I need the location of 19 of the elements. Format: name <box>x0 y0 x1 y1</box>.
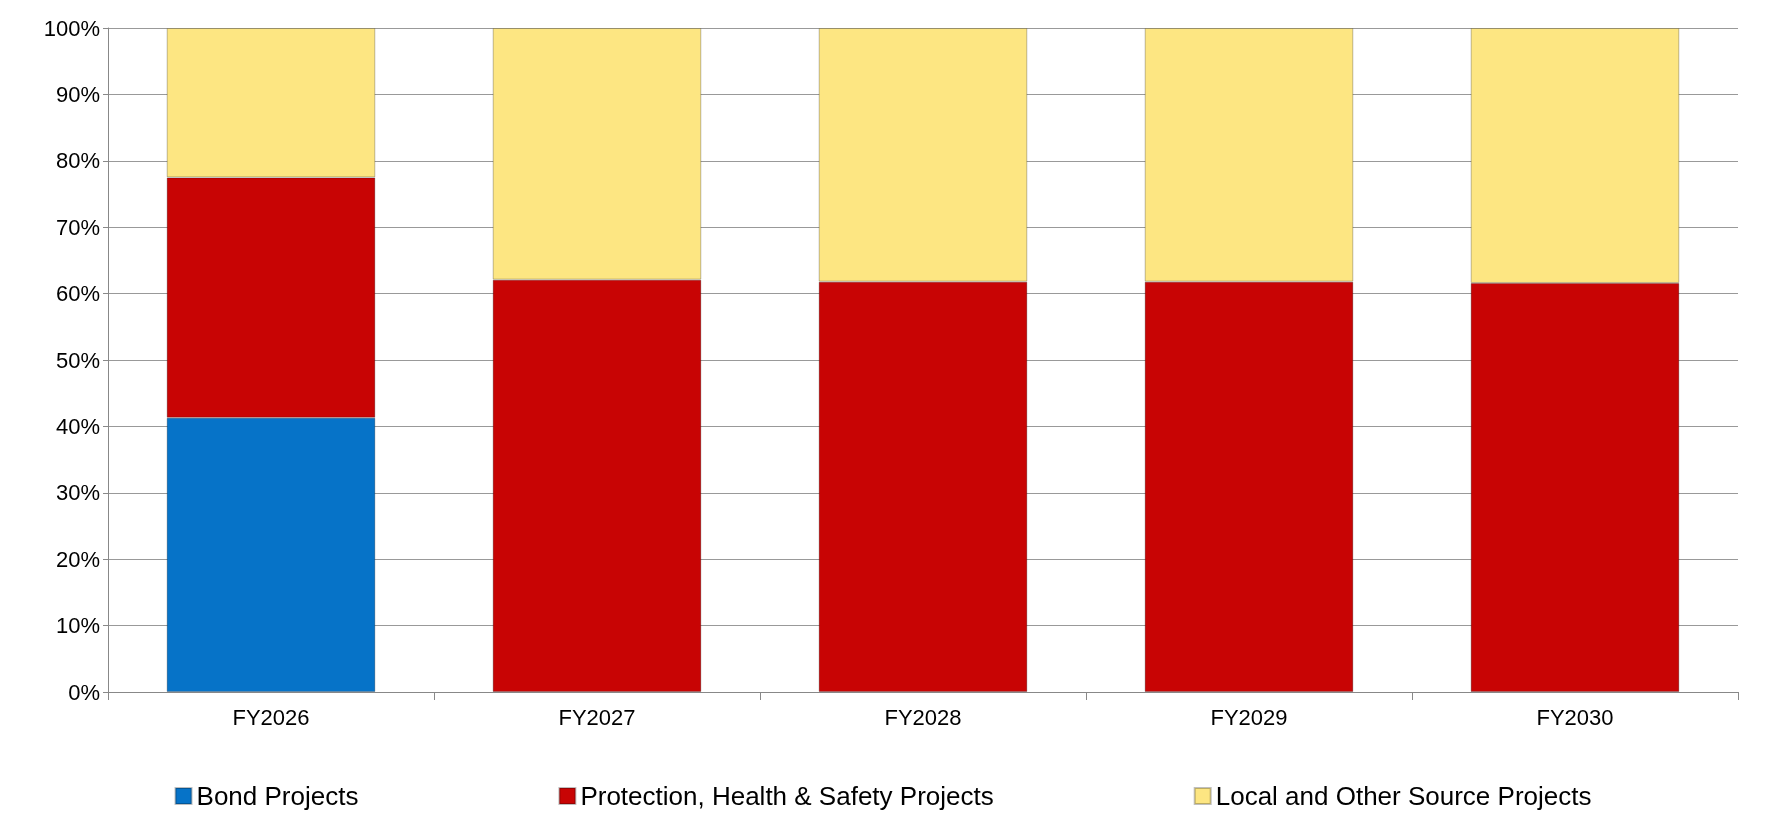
y-tick-label: 60% <box>55 281 100 307</box>
y-tick-label: 10% <box>55 613 100 639</box>
x-tick-label: FY2027 <box>558 704 636 730</box>
x-tick-label: FY2029 <box>1210 704 1288 730</box>
x-tick-label: FY2028 <box>884 704 962 730</box>
y-tick-label: 30% <box>55 480 100 506</box>
y-tick-label: 90% <box>55 81 100 107</box>
legend-label: Bond Projects <box>196 781 359 811</box>
y-tick-label: 50% <box>55 347 100 373</box>
y-tick-label: 100% <box>43 15 100 41</box>
x-tick-label: FY2026 <box>232 704 310 730</box>
y-tick-label: 20% <box>55 546 100 572</box>
y-tick-label: 80% <box>55 148 100 174</box>
legend-label: Protection, Health & Safety Projects <box>580 781 994 811</box>
x-tick-label: FY2030 <box>1536 704 1614 730</box>
legend-label: Local and Other Source Projects <box>1215 781 1592 811</box>
y-tick-label: 40% <box>55 413 100 439</box>
y-tick-label: 70% <box>55 214 100 240</box>
y-tick-label: 0% <box>68 679 100 705</box>
